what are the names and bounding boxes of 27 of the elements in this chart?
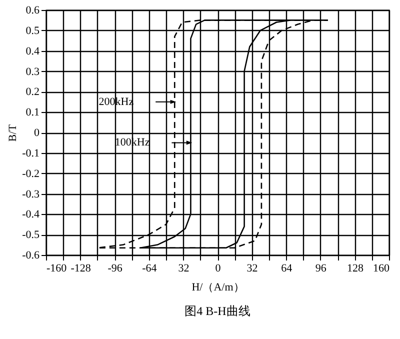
x-tick-label: 0 (215, 262, 222, 274)
x-tick-label: -64 (142, 262, 158, 274)
x-tick-label: 64 (281, 262, 293, 274)
y-tick-label: -0.4 (22, 208, 40, 221)
y-tick-label: -0.5 (22, 229, 40, 242)
x-tick-label: 128 (346, 262, 364, 274)
y-tick-label: 0.2 (26, 86, 40, 98)
y-tick-label: -0.6 (22, 250, 40, 262)
y-axis-title: B/T (7, 124, 20, 142)
x-tick-label: 32 (178, 262, 190, 274)
x-tick-label: -160 (46, 262, 68, 274)
y-tick-label: 0.4 (26, 45, 40, 58)
x-tick-label: 160 (373, 262, 390, 274)
caption: 图4 B-H曲线 (184, 304, 250, 318)
y-tick-label: 0 (34, 127, 40, 139)
y-tick-label: -0.1 (22, 147, 40, 160)
x-tick-label: 96 (315, 262, 327, 274)
y-tick-label: -0.3 (22, 188, 40, 200)
y-tick-label: -0.2 (22, 168, 40, 180)
x-tick-label: -96 (108, 262, 123, 274)
x-axis-title: H/（A/m） (192, 282, 244, 294)
y-tick-label: 0.6 (26, 4, 40, 16)
x-tick-label: -128 (70, 262, 92, 274)
y-tick-label: 0.5 (26, 24, 40, 37)
y-tick-label: 0.1 (26, 106, 40, 119)
x-tick-label: 32 (246, 262, 258, 274)
y-tick-label: 0.3 (26, 66, 40, 78)
